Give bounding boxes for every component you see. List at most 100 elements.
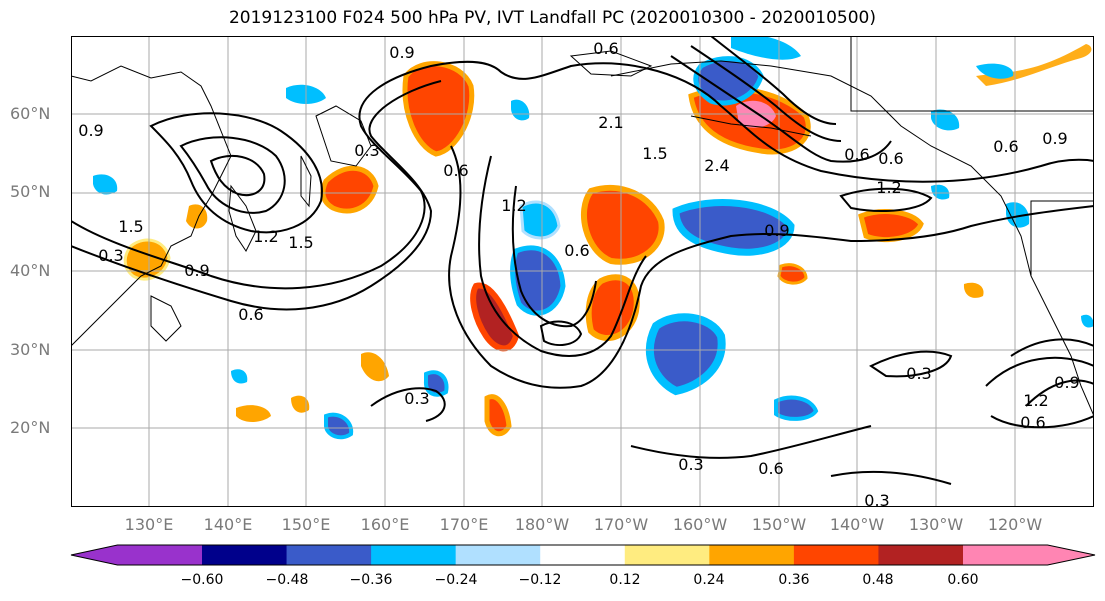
contour-label: 0.9 <box>78 121 103 140</box>
contour-label: 1.2 <box>501 196 526 215</box>
colorbar-segment <box>286 545 372 565</box>
shade-negative <box>731 34 801 60</box>
contour-label: 0.3 <box>404 389 429 408</box>
contour-label: 0.3 <box>906 364 931 383</box>
shade-positive <box>777 263 808 285</box>
colorbar-tick-label: 0.48 <box>862 572 894 588</box>
shade-negative <box>774 395 819 421</box>
contour-label: 0.6 <box>593 39 618 58</box>
shade-negative <box>519 200 561 240</box>
map-border <box>71 36 1094 507</box>
lon-label-160e: 160°E <box>360 515 410 534</box>
lon-label-150e: 150°E <box>281 515 331 534</box>
shade-negative <box>645 313 726 396</box>
contour-label: 0.6 <box>1020 413 1045 432</box>
shade-positive <box>320 165 379 214</box>
contour-label: 0.6 <box>238 305 263 324</box>
lon-label-120w: 120°W <box>987 515 1043 534</box>
pv-contours <box>70 35 1095 485</box>
colorbar-segment <box>624 545 710 565</box>
contour-label: 0.6 <box>844 145 869 164</box>
contour-label: 0.9 <box>1042 129 1067 148</box>
shade-negative <box>931 184 950 200</box>
contour-label: 0.6 <box>878 149 903 168</box>
contour-label-layer: 0.9 0.6 0.9 0.6 0.3 1.2 1.5 1.5 0.9 0.6 … <box>78 39 1079 510</box>
colorbar-segment <box>540 545 626 565</box>
shade-negative <box>324 412 354 440</box>
lon-label-150w: 150°W <box>751 515 807 534</box>
shade-positive <box>361 352 389 382</box>
colorbar-tick-label: 0.12 <box>609 572 641 588</box>
graticule <box>71 36 1094 507</box>
colorbar-tick-label: −0.12 <box>518 572 562 588</box>
colorbar-segment <box>793 545 879 565</box>
contour-label: 0.6 <box>564 241 589 260</box>
colorbar-segment <box>878 545 964 565</box>
colorbar-extend-left <box>71 545 202 565</box>
contour-label: 0.9 <box>764 221 789 240</box>
contour-label: 1.5 <box>288 233 313 252</box>
colorbar-tick-label: −0.24 <box>434 572 478 588</box>
colorbar-tick-label: −0.36 <box>349 572 393 588</box>
contour-label: 0.3 <box>678 455 703 474</box>
colorbar-segment <box>455 545 541 565</box>
colorbar-segment <box>709 545 795 565</box>
lat-label-40n: 40°N <box>10 261 51 280</box>
lat-label-30n: 30°N <box>10 340 51 359</box>
shade-positive <box>858 209 924 243</box>
colorbar-outline <box>70 544 1096 566</box>
shade-negative <box>1006 202 1030 228</box>
shade-negative <box>93 174 118 195</box>
colorbar-segment <box>202 545 288 565</box>
colorbar-extend-right <box>963 545 1095 565</box>
lon-label-130w: 130°W <box>908 515 964 534</box>
contour-label: 0.3 <box>98 246 123 265</box>
contour-label: 1.5 <box>642 144 667 163</box>
lon-label-140e: 140°E <box>203 515 253 534</box>
contour-label: 1.2 <box>1023 391 1048 410</box>
contour-label: 2.1 <box>598 113 623 132</box>
contour-label: 0.3 <box>354 141 379 160</box>
shade-negative <box>976 63 1014 79</box>
lat-label-60n: 60°N <box>10 104 51 123</box>
shade-negative <box>1081 314 1094 328</box>
lon-label-180w: 180°W <box>514 515 570 534</box>
shade-negative <box>510 245 566 316</box>
contour-label: 0.9 <box>1054 373 1079 392</box>
colorbar-tick-label: −0.48 <box>265 572 309 588</box>
lon-label-160w: 160°W <box>672 515 728 534</box>
plot-title: 2019123100 F024 500 hPa PV, IVT Landfall… <box>228 8 876 28</box>
colorbar-tick-label: 0.24 <box>693 572 725 588</box>
contour-label: 1.2 <box>253 227 278 246</box>
contour-label: 0.6 <box>758 459 783 478</box>
colorbar <box>70 544 1096 566</box>
shade-positive <box>963 282 984 298</box>
colorbar-tick-label: −0.60 <box>180 572 224 588</box>
contour-label: 2.4 <box>704 156 729 175</box>
shade-positive <box>580 184 665 265</box>
map-canvas: 0.9 0.6 0.9 0.6 0.3 1.2 1.5 1.5 0.9 0.6 … <box>70 34 1095 510</box>
contour-label: 1.5 <box>118 217 143 236</box>
colorbar-segment <box>371 545 457 565</box>
shade-negative <box>931 109 960 131</box>
contour-label: 0.3 <box>864 491 889 507</box>
shade-negative <box>511 99 530 121</box>
contour-label: 0.6 <box>993 137 1018 156</box>
shade-positive <box>291 395 310 413</box>
shade-positive <box>470 282 520 352</box>
shade-positive <box>402 61 475 157</box>
lon-label-130e: 130°E <box>124 515 174 534</box>
shade-positive <box>236 405 271 422</box>
lon-label-170w: 170°W <box>593 515 649 534</box>
contour-label: 0.9 <box>389 43 414 62</box>
shade-negative <box>693 56 764 106</box>
map-panel: 0.9 0.6 0.9 0.6 0.3 1.2 1.5 1.5 0.9 0.6 … <box>70 34 1095 510</box>
lon-label-140w: 140°W <box>829 515 885 534</box>
contour-label: 0.6 <box>443 161 468 180</box>
pv-anomaly-shading <box>93 34 1094 440</box>
contour-label: 0.9 <box>184 261 209 280</box>
shade-negative <box>231 369 248 384</box>
lon-label-170e: 170°E <box>439 515 489 534</box>
lat-label-50n: 50°N <box>10 182 51 201</box>
lat-label-20n: 20°N <box>10 418 51 437</box>
